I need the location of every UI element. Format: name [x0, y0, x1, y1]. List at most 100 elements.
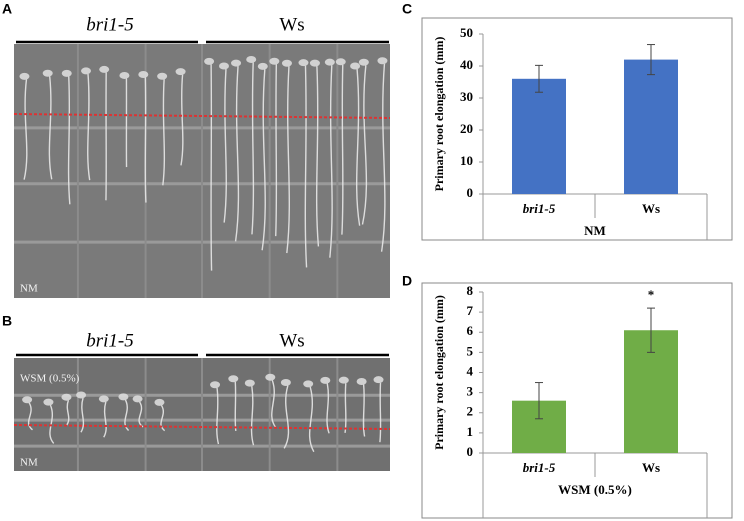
seedling-root: [271, 380, 277, 428]
group-label: Ws: [279, 330, 304, 351]
seedling-root: [355, 68, 361, 226]
bar: [624, 59, 678, 194]
y-tick-label: 0: [467, 185, 474, 200]
panel-letter: D: [402, 273, 412, 289]
seedling-root: [251, 62, 255, 235]
seedling-root: [23, 79, 28, 180]
x-tick-label: bri1-5: [523, 460, 556, 475]
seedling-root: [326, 383, 330, 434]
seedling-root: [138, 401, 144, 428]
x-tick-label: bri1-5: [523, 201, 556, 216]
seedling-cotyledon: [228, 375, 239, 383]
seedling-cotyledon: [61, 69, 72, 77]
chart-frame: [421, 282, 733, 519]
group-label: Ws: [279, 14, 304, 35]
condition-label: NM: [20, 283, 38, 295]
seedling-cotyledon: [175, 68, 186, 76]
y-tick-label: 50: [460, 25, 473, 40]
seedling-root: [65, 399, 70, 426]
condition-label: NM: [20, 457, 38, 469]
seedling-root: [216, 387, 220, 445]
group-label: NM: [584, 223, 606, 238]
seedling-cotyledon: [98, 395, 109, 403]
panel-letter: A: [2, 1, 12, 17]
photo: [13, 44, 391, 298]
chart-frame: [421, 17, 733, 241]
y-tick-label: 30: [460, 89, 473, 104]
seedling-cotyledon: [257, 62, 268, 70]
y-tick-label: 7: [467, 303, 474, 318]
seedling-cotyledon: [76, 391, 87, 399]
seedling-cotyledon: [335, 58, 346, 66]
seedling-cotyledon: [309, 59, 320, 67]
seedling-cotyledon: [138, 71, 149, 79]
seedling-root: [304, 65, 308, 268]
group-label: bri1-5: [86, 14, 134, 35]
error-bar: [647, 307, 655, 353]
seedling-cotyledon: [19, 72, 30, 80]
seedling-cotyledon: [320, 376, 331, 384]
seedling-cotyledon: [324, 58, 335, 66]
seedling-root: [48, 76, 53, 180]
y-axis-label: Primary root elongation (mm): [432, 37, 446, 192]
x-tick-label: Ws: [642, 201, 660, 216]
seedling-cotyledon: [154, 398, 165, 406]
y-tick-label: 5: [467, 343, 474, 358]
seedling-root: [27, 402, 33, 431]
y-tick-label: 4: [467, 363, 474, 378]
seedling-cotyledon: [132, 395, 143, 403]
panel-letter: B: [2, 313, 12, 329]
seedling-root: [234, 66, 240, 242]
seedling-cotyledon: [204, 57, 215, 65]
error-bar: [647, 44, 655, 76]
seedling-root: [67, 76, 71, 205]
y-tick-label: 8: [467, 283, 474, 298]
y-axis-label: Primary root elongation (mm): [432, 295, 446, 450]
seedling-cotyledon: [338, 376, 349, 384]
seedling-cotyledon: [377, 57, 388, 65]
seedling-root: [308, 386, 315, 453]
seedling-cotyledon: [157, 72, 168, 80]
seedling-root: [286, 66, 291, 254]
seedling-root: [361, 65, 368, 225]
seedling-cotyledon: [118, 393, 129, 401]
seedling-cotyledon: [42, 69, 53, 77]
seedling-cotyledon: [43, 398, 54, 406]
seedling-cotyledon: [281, 59, 292, 67]
y-tick-label: 10: [460, 153, 473, 168]
error-bar: [535, 64, 543, 93]
seedling-cotyledon: [244, 379, 255, 387]
seedling-root: [283, 385, 290, 449]
y-tick-label: 40: [460, 57, 473, 72]
seedling-root: [162, 79, 166, 186]
seedling-cotyledon: [218, 62, 229, 70]
seedling-cotyledon: [99, 65, 110, 73]
y-tick-label: 3: [467, 384, 474, 399]
seedling-root: [180, 74, 184, 166]
seedling-root: [124, 399, 130, 431]
seedling-root: [379, 382, 382, 443]
seedling-cotyledon: [81, 67, 92, 75]
seedling-cotyledon: [350, 62, 361, 70]
seedling-cotyledon: [265, 373, 276, 381]
seedling-cotyledon: [298, 59, 309, 67]
seedling-root: [344, 383, 347, 433]
error-bar: [535, 382, 543, 420]
panel-letter: C: [402, 1, 412, 17]
seedling-root: [103, 401, 107, 438]
seedling-root: [261, 69, 266, 251]
seedling-root: [223, 68, 227, 223]
seedling-cotyledon: [373, 376, 384, 384]
x-tick-label: Ws: [642, 460, 660, 475]
y-tick-label: 2: [467, 404, 474, 419]
seedling-root: [250, 386, 255, 446]
seedling-root: [87, 73, 91, 181]
seedling-cotyledon: [61, 393, 72, 401]
seedling-cotyledon: [22, 396, 33, 404]
photo: [13, 358, 391, 471]
seedling-root: [160, 405, 166, 432]
seedling-root: [80, 397, 85, 433]
seedling-cotyledon: [358, 58, 369, 66]
seedling-root: [362, 384, 366, 437]
